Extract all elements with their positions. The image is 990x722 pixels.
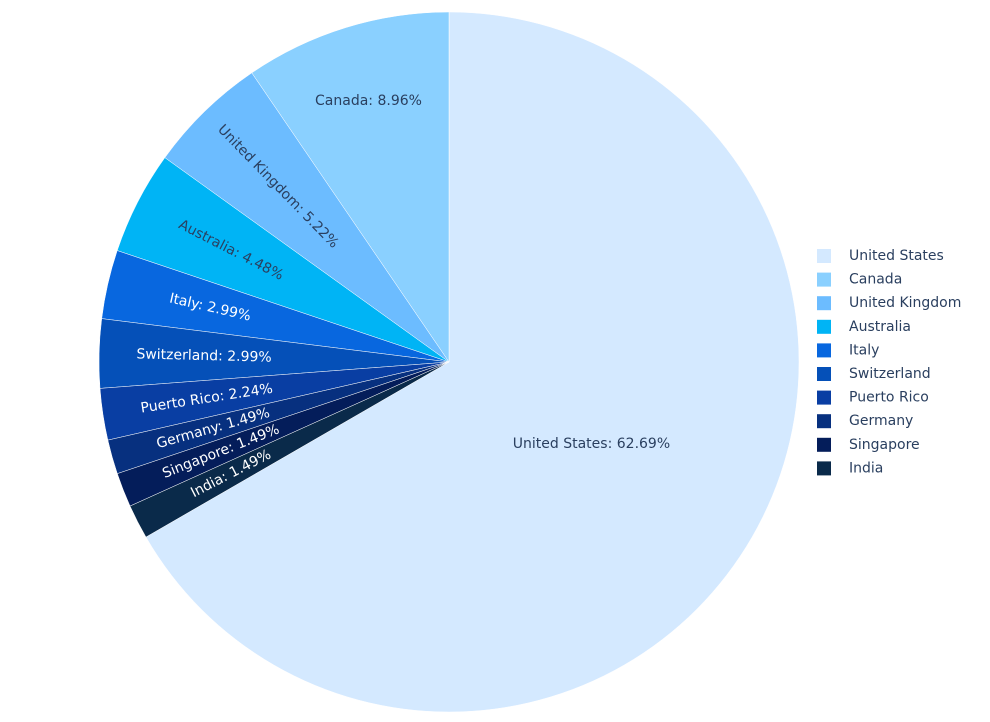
legend-swatch — [817, 272, 831, 287]
legend-swatch — [817, 319, 831, 334]
legend-label: United States — [849, 248, 944, 264]
legend-label: Germany — [849, 413, 913, 429]
legend-label: Canada — [849, 272, 902, 288]
legend-label: Singapore — [849, 437, 920, 453]
legend-swatch — [817, 249, 831, 263]
legend-label: Switzerland — [849, 366, 931, 382]
legend-label: United Kingdom — [849, 295, 961, 311]
pie-slice — [251, 11, 450, 363]
legend-label: India — [849, 460, 883, 476]
slice-label: United States: 62.69% — [513, 436, 670, 452]
legend-swatch — [817, 296, 831, 311]
legend-swatch — [817, 414, 831, 429]
legend-swatch — [817, 437, 831, 452]
slice-label: Canada: 8.96% — [315, 93, 422, 109]
slice-label: Switzerland: 2.99% — [136, 346, 272, 365]
legend-label: Australia — [849, 319, 911, 335]
legend-label: Italy — [849, 342, 879, 358]
legend-swatch — [817, 343, 831, 358]
legend-swatch — [817, 461, 831, 476]
legend-label: Puerto Rico — [849, 390, 929, 406]
legend-swatch — [817, 390, 831, 405]
pie-slice — [129, 361, 450, 538]
legend-swatch — [817, 367, 831, 381]
pie-slice — [145, 11, 800, 713]
